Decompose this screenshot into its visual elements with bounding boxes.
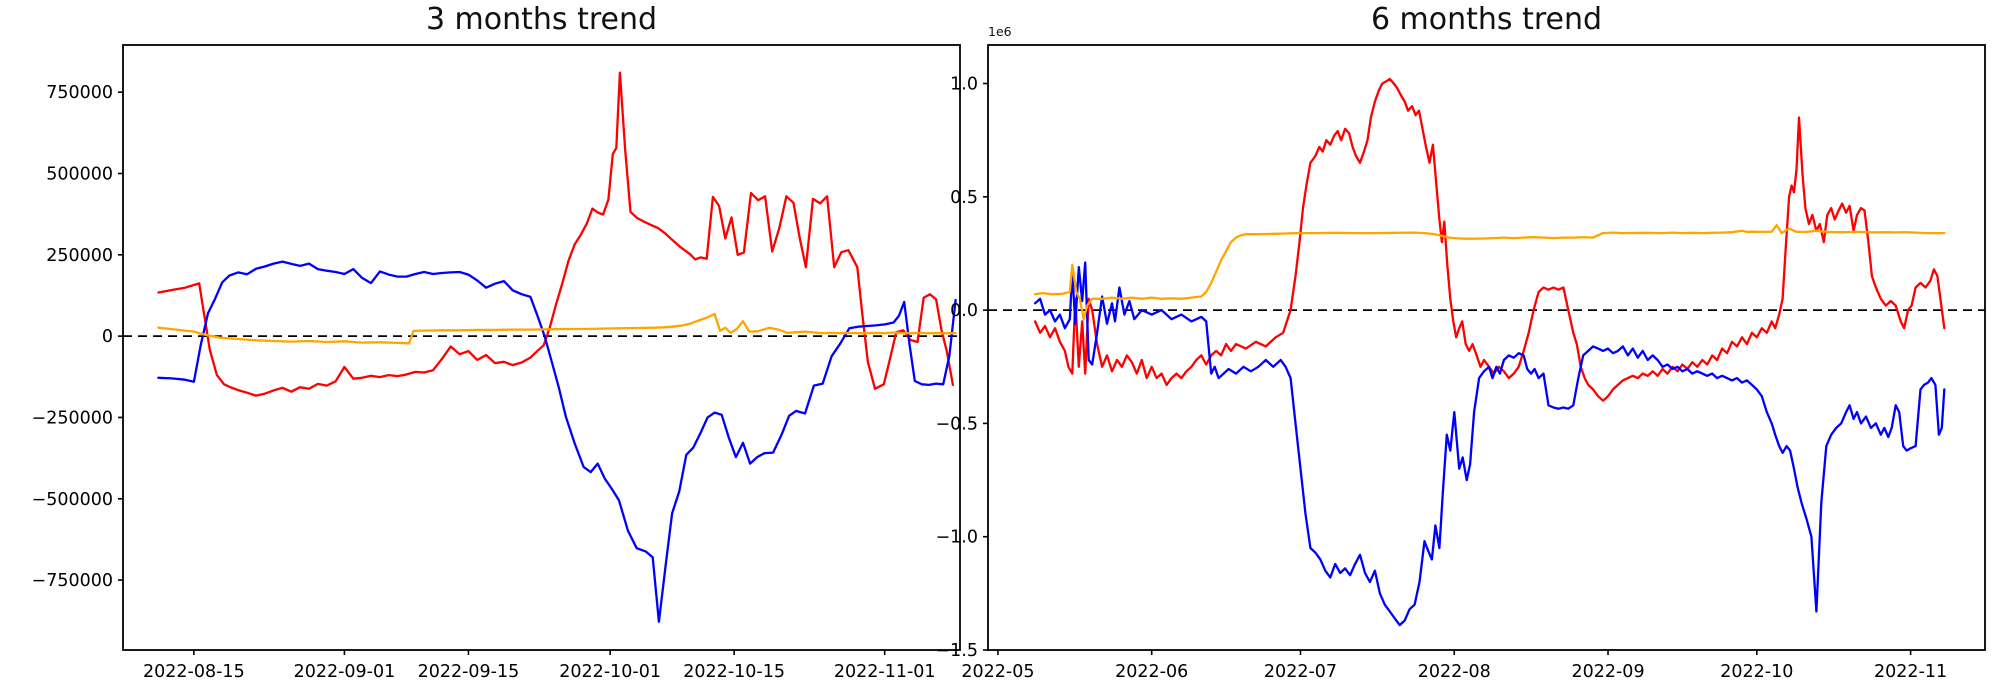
series-line-red: [157, 71, 955, 397]
x-tick-label: 2022-11: [1874, 662, 1947, 682]
x-tick-label: 2022-06: [1115, 662, 1188, 682]
x-tick-label: 2022-10: [1720, 662, 1793, 682]
series-line-orange: [1033, 223, 1946, 321]
x-tick-label: 2022-09-15: [418, 662, 520, 682]
y-tick-label: 750000: [46, 83, 113, 103]
y-tick-label: −250000: [32, 408, 113, 428]
y-tick-label: 250000: [46, 246, 113, 266]
x-tick-label: 2022-10-15: [683, 662, 785, 682]
series-line-orange: [157, 312, 957, 345]
y-tick-label: −500000: [32, 490, 113, 510]
y-tick-label: −1.0: [936, 528, 979, 548]
series-line-red: [1033, 77, 1946, 402]
series-line-blue: [1033, 261, 1946, 627]
y-tick-label: 0.5: [950, 188, 978, 208]
y-axis-offset-label: 1e6: [988, 24, 1012, 39]
x-tick-label: 2022-08-15: [143, 662, 245, 682]
x-tick-label: 2022-09-01: [294, 662, 396, 682]
plot-border: [122, 44, 961, 651]
chart-title-right: 6 months trend: [1370, 2, 1603, 37]
x-tick-label: 2022-09: [1571, 662, 1644, 682]
y-tick-label: 1.0: [950, 75, 978, 95]
x-tick-label: 2022-08: [1418, 662, 1491, 682]
series-line-blue: [157, 260, 957, 623]
y-tick-label: 500000: [46, 164, 113, 184]
y-tick-label: 0.0: [950, 301, 978, 321]
plot-border: [987, 44, 1986, 651]
y-tick-label: −0.5: [936, 414, 979, 434]
x-tick-label: 2022-11-01: [834, 662, 936, 682]
x-tick-label: 2022-07: [1264, 662, 1337, 682]
x-tick-label: 2022-10-01: [559, 662, 661, 682]
y-tick-label: −1.5: [936, 641, 979, 661]
y-tick-label: −750000: [32, 571, 113, 591]
y-tick-label: 0: [102, 327, 113, 347]
x-tick-label: 2022-05: [961, 662, 1034, 682]
chart-title-left: 3 months trend: [425, 2, 658, 37]
